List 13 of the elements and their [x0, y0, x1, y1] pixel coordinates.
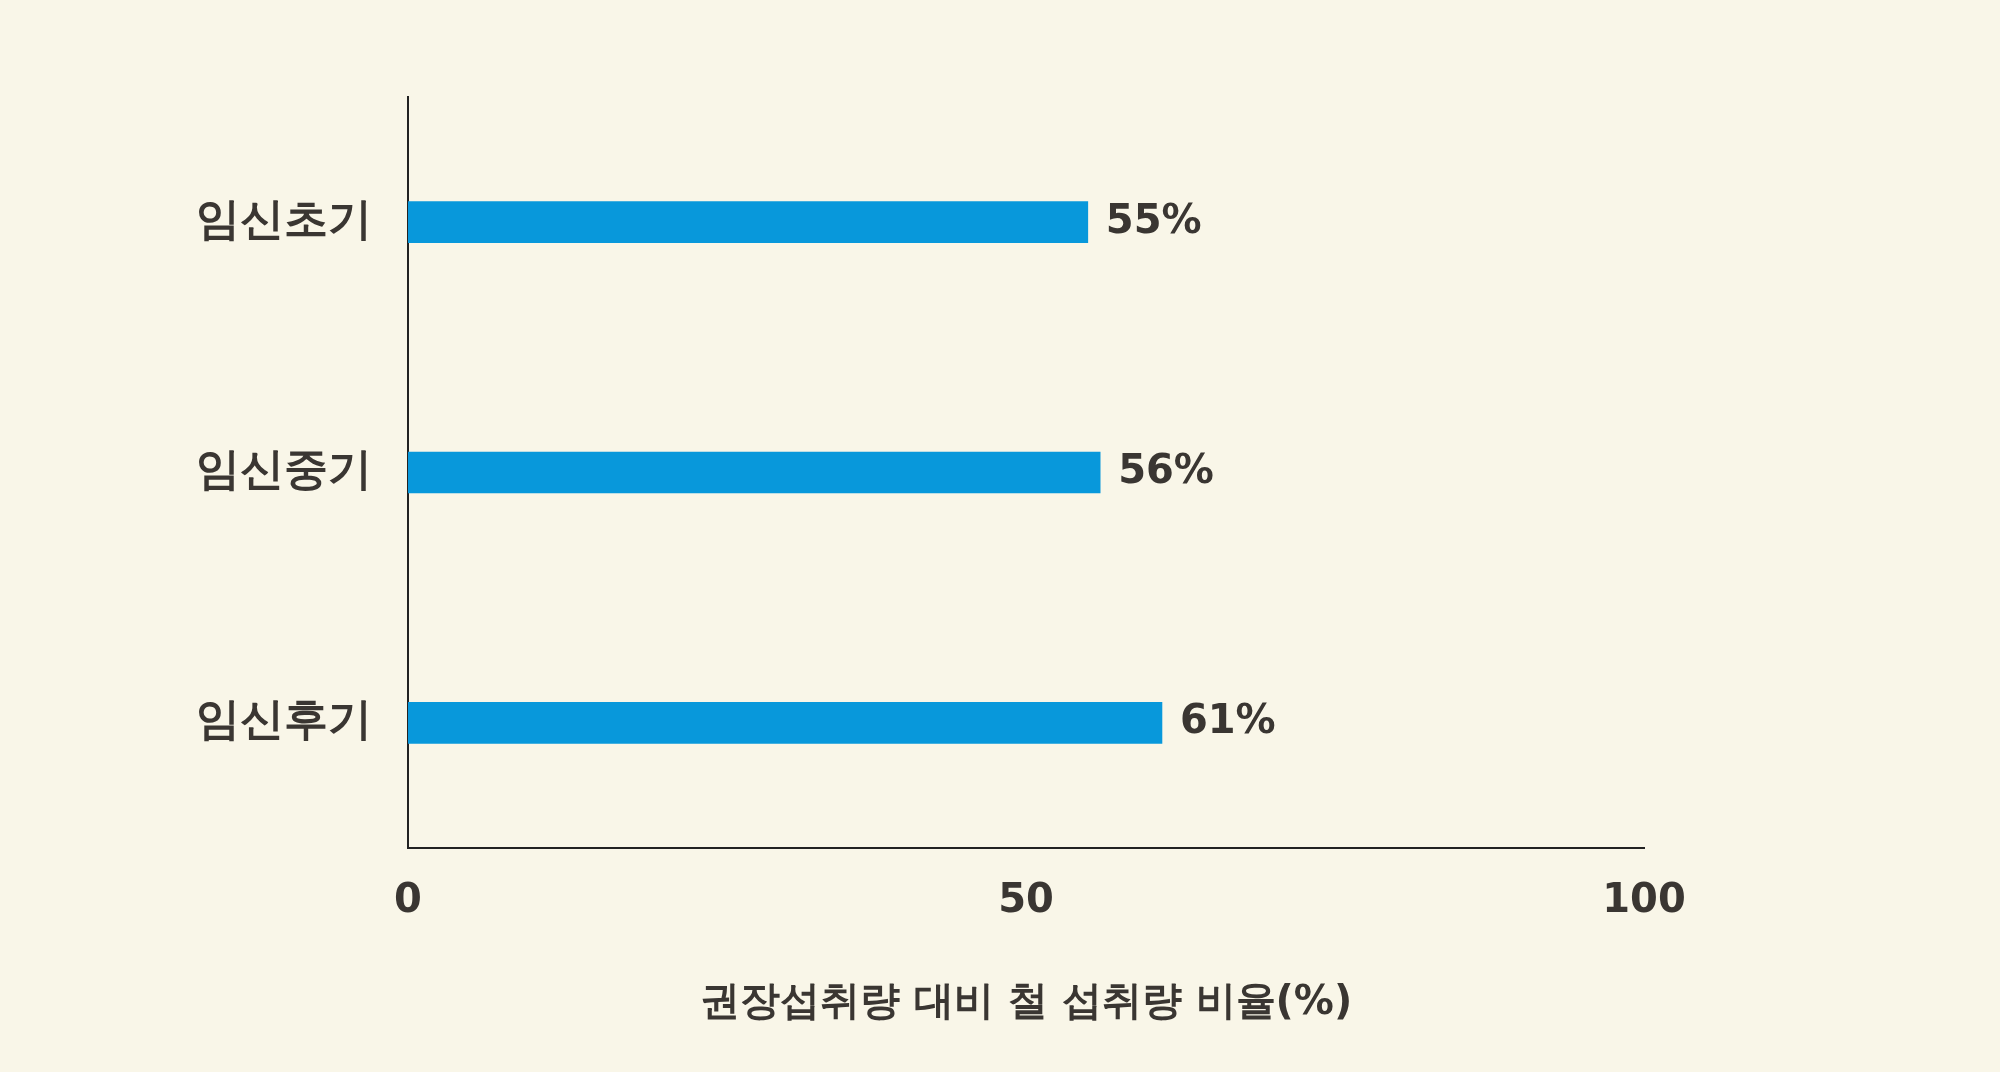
data-label: 55%: [1105, 195, 1202, 242]
data-label: 61%: [1179, 696, 1276, 743]
y-tick-label: 임신초기: [196, 192, 372, 244]
x-tick-label: 0: [394, 875, 422, 922]
y-tick-label: 임신중기: [196, 442, 372, 494]
bar: [408, 702, 1163, 744]
data-label: 56%: [1118, 445, 1214, 492]
bar: [408, 201, 1089, 243]
x-axis-title: 권장섭취량 대비 철 섭취량 비율(%): [699, 977, 1353, 1024]
x-tick-label: 100: [1602, 875, 1686, 922]
bar: [408, 451, 1101, 494]
x-tick-label: 50: [998, 875, 1054, 922]
y-tick-label: 임신후기: [196, 693, 372, 745]
